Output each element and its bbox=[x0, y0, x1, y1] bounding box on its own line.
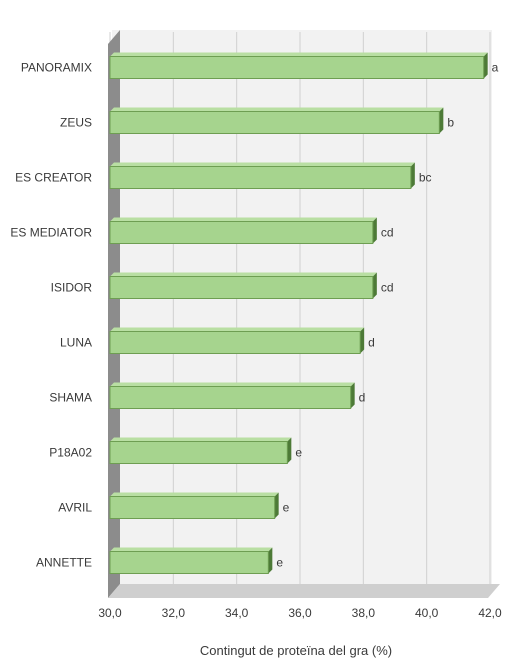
category-label: SHAMA bbox=[49, 391, 92, 405]
bar-luna bbox=[109, 327, 365, 354]
category-label: ISIDOR bbox=[51, 281, 93, 295]
x-tick-label: 36,0 bbox=[288, 606, 312, 620]
bar-side-face bbox=[483, 52, 488, 79]
category-label: AVRIL bbox=[58, 501, 92, 515]
bar-top-face bbox=[110, 162, 415, 167]
x-tick-label: 30,0 bbox=[98, 606, 122, 620]
bar-front-face bbox=[109, 111, 440, 134]
x-tick-label: 38,0 bbox=[352, 606, 376, 620]
significance-label: cd bbox=[381, 226, 394, 240]
x-tick-label: 42,0 bbox=[478, 606, 502, 620]
category-label: ANNETTE bbox=[36, 556, 92, 570]
category-label: ZEUS bbox=[60, 116, 92, 130]
bar-side-face bbox=[350, 382, 355, 409]
bar-front-face bbox=[109, 331, 361, 354]
bar-es-creator bbox=[109, 162, 415, 189]
bar-top-face bbox=[110, 547, 273, 552]
bar-front-face bbox=[109, 221, 374, 244]
significance-label: cd bbox=[381, 281, 394, 295]
bar-front-face bbox=[109, 56, 485, 79]
category-labels: PANORAMIX ZEUS ES CREATOR ES MEDIATOR ISIDOR… bbox=[10, 61, 92, 570]
plot-floor bbox=[108, 584, 500, 598]
bar-top-face bbox=[110, 52, 488, 57]
bar-side-face bbox=[287, 437, 292, 464]
significance-label: b bbox=[447, 116, 454, 130]
significance-label: d bbox=[368, 336, 375, 350]
bars bbox=[109, 52, 488, 574]
bar-es-mediator bbox=[109, 217, 377, 244]
bar-front-face bbox=[109, 441, 288, 464]
bar-top-face bbox=[110, 327, 365, 332]
bar-top-face bbox=[110, 382, 355, 387]
category-label: ES CREATOR bbox=[15, 171, 92, 185]
bar-shama bbox=[109, 382, 355, 409]
bar-p18a02 bbox=[109, 437, 292, 464]
significance-label: e bbox=[283, 501, 290, 515]
significance-label: d bbox=[359, 391, 366, 405]
bar-front-face bbox=[109, 166, 412, 189]
significance-label: e bbox=[295, 446, 302, 460]
bar-front-face bbox=[109, 496, 276, 519]
bar-top-face bbox=[110, 107, 444, 112]
bar-side-face bbox=[372, 272, 377, 299]
bar-zeus bbox=[109, 107, 444, 134]
bar-annette bbox=[109, 547, 273, 574]
category-label: P18A02 bbox=[49, 446, 92, 460]
bar-front-face bbox=[109, 386, 352, 409]
significance-labels: a b bc cd cd d d e e e bbox=[276, 61, 498, 570]
bar-top-face bbox=[110, 217, 377, 222]
category-label: ES MEDIATOR bbox=[10, 226, 92, 240]
bar-side-face bbox=[268, 547, 273, 574]
x-axis-title: Contingut de proteïna del gra (%) bbox=[200, 643, 392, 658]
x-tick-label: 32,0 bbox=[162, 606, 186, 620]
bar-front-face bbox=[109, 551, 269, 574]
bar-side-face bbox=[410, 162, 415, 189]
significance-label: bc bbox=[419, 171, 432, 185]
category-label: PANORAMIX bbox=[21, 61, 92, 75]
bar-top-face bbox=[110, 272, 377, 277]
x-tick-label: 40,0 bbox=[415, 606, 439, 620]
category-label: LUNA bbox=[60, 336, 92, 350]
bar-avril bbox=[109, 492, 279, 519]
significance-label: e bbox=[276, 556, 283, 570]
bar-side-face bbox=[360, 327, 365, 354]
bar-isidor bbox=[109, 272, 377, 299]
bar-side-face bbox=[274, 492, 279, 519]
bar-side-face bbox=[439, 107, 444, 134]
bar-top-face bbox=[110, 492, 279, 497]
bar-top-face bbox=[110, 437, 292, 442]
x-tick-labels: 30,0 32,0 34,0 36,0 38,0 40,0 42,0 bbox=[98, 606, 502, 620]
bar-front-face bbox=[109, 276, 374, 299]
x-tick-label: 34,0 bbox=[225, 606, 249, 620]
significance-label: a bbox=[492, 61, 499, 75]
bar-panoramix bbox=[109, 52, 488, 79]
bar-side-face bbox=[372, 217, 377, 244]
